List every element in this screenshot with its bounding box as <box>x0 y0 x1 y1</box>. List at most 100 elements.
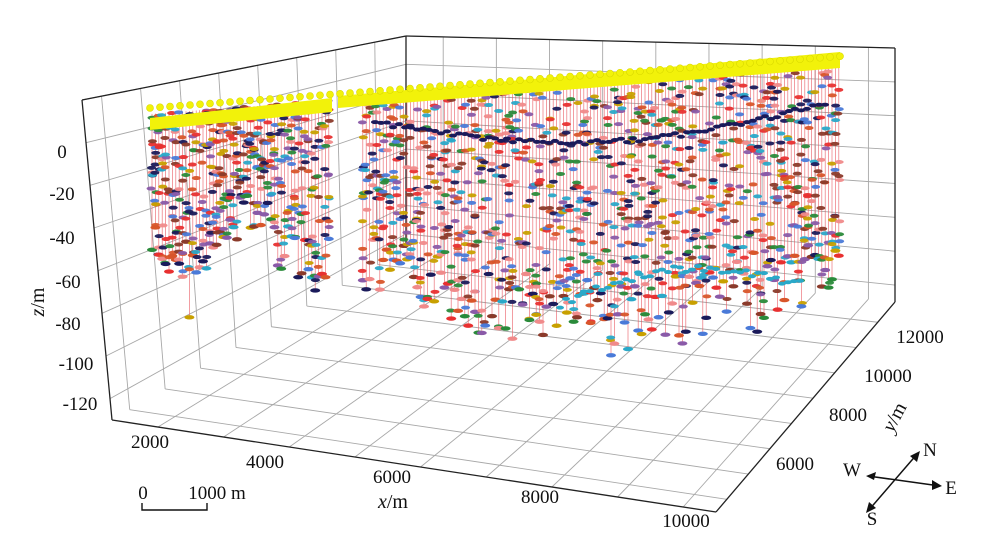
stratum-marker <box>769 96 779 101</box>
compass-arrow-south <box>866 502 876 513</box>
stratum-marker <box>514 128 524 133</box>
stratum-marker <box>667 86 677 91</box>
stratum-marker <box>537 95 547 100</box>
stratum-marker <box>226 192 236 197</box>
stratum-marker <box>807 199 817 204</box>
stratum-marker <box>786 140 796 145</box>
tick-labels: 0 -20 -40 -60 -80 -100 -120 2000 4000 60… <box>49 142 943 532</box>
scale-bar-length: 1000 m <box>188 483 246 504</box>
stratum-marker <box>545 117 555 122</box>
stratum-marker <box>721 263 731 268</box>
stratum-marker <box>762 171 772 176</box>
stratum-marker <box>391 186 401 191</box>
stratum-marker <box>447 187 457 192</box>
borehole-bottom-marker <box>150 225 161 230</box>
stratum-marker <box>270 214 280 219</box>
stratum-marker <box>700 255 710 260</box>
stratum-marker <box>286 136 296 141</box>
layer-marker <box>556 305 564 310</box>
stratum-marker <box>667 174 677 179</box>
borehole-bottom-marker <box>561 310 572 315</box>
layer-marker <box>533 139 541 144</box>
borehole-bottom-marker <box>541 304 552 309</box>
borehole-bottom-marker <box>742 301 752 306</box>
stratum-marker <box>486 168 496 173</box>
stratum-marker <box>378 226 388 231</box>
stratum-marker <box>582 131 592 136</box>
borehole-bottom-marker <box>310 288 321 293</box>
stratum-marker <box>593 149 603 154</box>
stratum-marker <box>460 207 470 212</box>
y-axis-label: y/m <box>877 398 912 437</box>
stratum-marker <box>163 187 173 192</box>
borehole-bottom-marker <box>701 315 712 321</box>
stratum-marker <box>527 159 537 164</box>
borehole-bottom-marker <box>731 259 742 265</box>
stratum-marker <box>289 206 299 211</box>
borehole-bottom-marker <box>405 255 416 260</box>
stratum-marker <box>633 216 643 221</box>
stratum-marker <box>307 239 317 244</box>
stratum-marker <box>500 268 510 273</box>
stratum-marker <box>559 148 569 153</box>
stratum-marker <box>388 235 398 240</box>
stratum-marker <box>309 185 319 190</box>
stratum-marker <box>385 200 395 205</box>
stratum-marker <box>219 138 229 143</box>
stratum-marker <box>408 238 418 243</box>
stratum-marker <box>545 224 555 229</box>
layer-marker <box>736 270 744 275</box>
stratum-marker <box>626 179 636 184</box>
stratum-marker <box>790 71 800 76</box>
stratum-marker <box>619 291 629 296</box>
stratum-marker <box>670 270 680 275</box>
stratum-marker <box>671 116 681 121</box>
stratum-marker <box>508 110 518 115</box>
stratum-marker <box>616 190 626 195</box>
borehole-bottom-marker <box>517 302 528 307</box>
stratum-marker <box>252 131 262 136</box>
layer-marker <box>635 139 643 144</box>
stratum-marker <box>518 109 528 114</box>
stratum-marker <box>724 106 734 111</box>
stratum-marker <box>663 236 673 241</box>
stratum-marker <box>433 200 443 205</box>
stratum-marker <box>504 120 514 125</box>
stratum-marker <box>212 226 222 231</box>
borehole-bottom-marker <box>323 236 334 242</box>
stratum-marker <box>711 115 721 120</box>
stratum-marker <box>440 250 450 255</box>
stratum-marker <box>314 138 324 143</box>
layer-marker <box>461 132 469 137</box>
borehole-bottom-marker <box>711 285 722 290</box>
stratum-marker <box>695 196 705 201</box>
stratum-marker <box>552 157 562 162</box>
borehole-bottom-marker <box>646 327 657 332</box>
stratum-marker <box>802 98 812 103</box>
stratum-marker <box>219 148 229 153</box>
stratum-marker <box>495 285 505 290</box>
stratum-marker <box>303 169 313 174</box>
stratum-marker <box>207 189 217 194</box>
stratum-marker <box>531 284 541 289</box>
stratum-marker <box>357 268 367 273</box>
stratum-marker <box>658 198 668 203</box>
stratum-marker <box>371 169 381 174</box>
stratum-marker <box>320 167 330 172</box>
stratum-marker <box>323 173 333 178</box>
z-axis-line <box>81 99 113 421</box>
stratum-marker <box>323 135 333 140</box>
stratum-marker <box>206 230 216 235</box>
stratum-marker <box>702 200 712 205</box>
stratum-marker <box>792 171 802 176</box>
borehole-top-marker <box>516 76 524 85</box>
surface-band <box>150 98 332 130</box>
layer-marker <box>395 122 403 127</box>
stratum-marker <box>580 119 590 124</box>
layer-marker <box>689 129 697 134</box>
borehole-bottom-marker <box>820 267 831 273</box>
stratum-marker <box>684 249 694 254</box>
stratum-marker <box>395 133 405 138</box>
stratum-marker <box>644 237 654 242</box>
stratum-marker <box>799 238 809 243</box>
